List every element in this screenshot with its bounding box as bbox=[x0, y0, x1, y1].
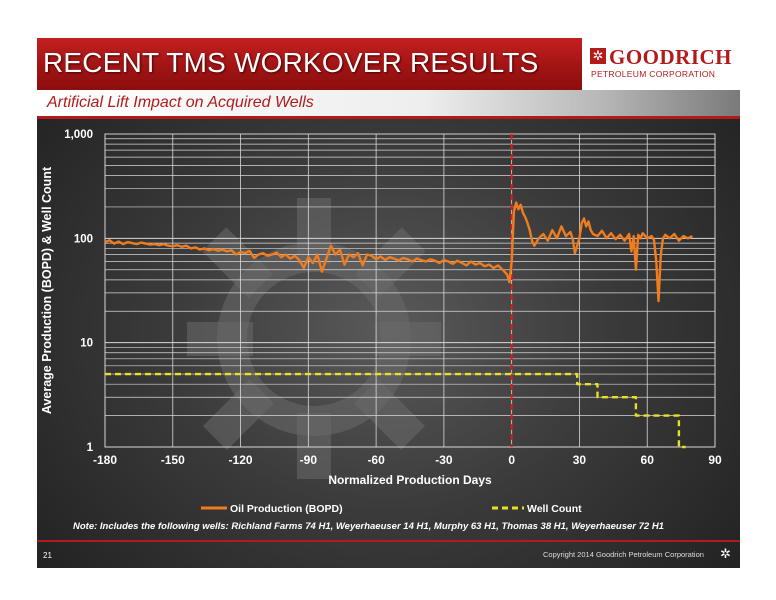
company-logo: ✲ GOODRICH PETROLEUM CORPORATION bbox=[590, 45, 735, 83]
slide-subtitle: Artificial Lift Impact on Acquired Wells bbox=[47, 94, 314, 111]
y-tick-label: 10 bbox=[80, 338, 93, 350]
x-axis-label: Normalized Production Days bbox=[328, 473, 492, 487]
legend-label-oil: Oil Production (BOPD) bbox=[230, 503, 343, 515]
legend-label-wells: Well Count bbox=[527, 503, 582, 515]
subtitle-divider bbox=[37, 116, 740, 119]
slide: RECENT TMS WORKOVER RESULTS ✲ GOODRICH P… bbox=[37, 38, 740, 568]
page-number: 21 bbox=[43, 551, 52, 560]
oil-production-line bbox=[104, 201, 693, 303]
goodrich-sun-icon: ✲ bbox=[590, 48, 606, 64]
x-tick-label: -30 bbox=[435, 453, 453, 467]
y-tick-label: 1,000 bbox=[64, 129, 93, 141]
logo-name: GOODRICH bbox=[609, 45, 733, 69]
x-tick-label: -120 bbox=[229, 453, 253, 467]
x-tick-label: -150 bbox=[161, 453, 185, 467]
x-tick-label: -180 bbox=[93, 453, 117, 467]
x-tick-label: 30 bbox=[573, 453, 587, 467]
y-axis-label: Average Production (BOPD) & Well Count bbox=[40, 166, 54, 414]
footer-divider bbox=[37, 540, 740, 542]
plot-frame bbox=[104, 133, 716, 448]
goodrich-sun-icon: ✲ bbox=[720, 546, 731, 561]
subtitle-bar bbox=[37, 90, 740, 116]
y-tick-label: 100 bbox=[74, 233, 93, 245]
well-count-line bbox=[105, 372, 686, 449]
x-tick-label: -90 bbox=[300, 453, 318, 467]
slide-title: RECENT TMS WORKOVER RESULTS bbox=[43, 47, 539, 78]
wells-note: Note: Includes the following wells: Rich… bbox=[73, 521, 664, 532]
y-tick-label: 1 bbox=[87, 442, 94, 454]
x-tick-label: 60 bbox=[641, 453, 655, 467]
copyright-text: Copyright 2014 Goodrich Petroleum Corpor… bbox=[543, 550, 704, 559]
logo-panel bbox=[582, 38, 740, 90]
x-tick-label: -60 bbox=[367, 453, 385, 467]
x-tick-label: 0 bbox=[508, 453, 515, 467]
logo-subtext: PETROLEUM CORPORATION bbox=[591, 69, 716, 79]
x-tick-label: 90 bbox=[708, 453, 722, 467]
production-chart: -180 -150 -120 -90 -60 -30 0 30 60 90 1 10 100 1,000 N… bbox=[40, 129, 722, 515]
